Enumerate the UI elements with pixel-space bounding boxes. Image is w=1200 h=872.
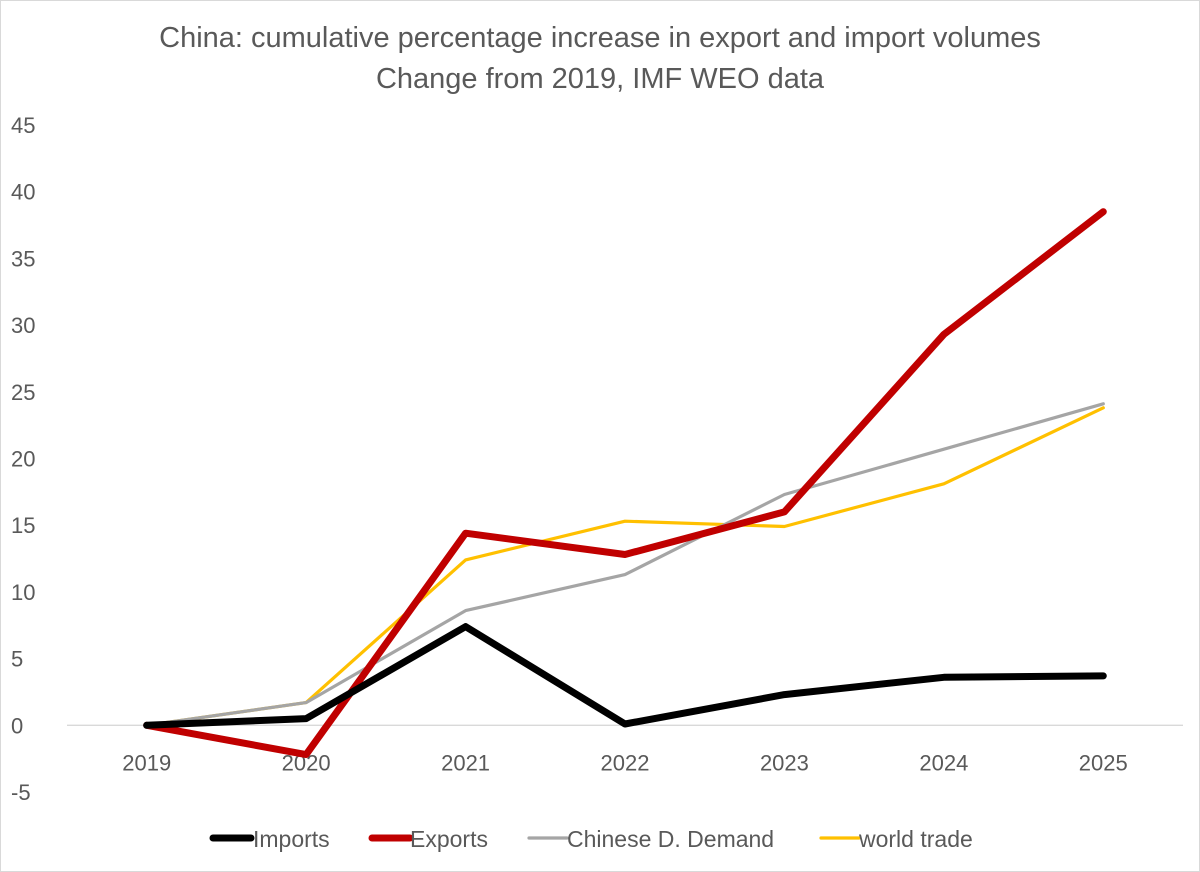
y-tick-label: 20 [11, 447, 35, 472]
y-tick-label: 25 [11, 380, 35, 405]
y-tick-label: 10 [11, 580, 35, 605]
x-tick-label: 2024 [919, 750, 968, 775]
y-tick-label: 15 [11, 513, 35, 538]
y-tick-label: 5 [11, 647, 23, 672]
y-tick-label: 35 [11, 246, 35, 271]
legend-label: Chinese D. Demand [567, 826, 774, 852]
series-line-exports [143, 208, 1107, 759]
legend-label: Exports [410, 826, 488, 852]
y-tick-label: 40 [11, 180, 35, 205]
y-tick-label: 45 [11, 113, 35, 138]
y-tick-label: 30 [11, 313, 35, 338]
chart-title: China: cumulative percentage increase in… [159, 22, 1041, 54]
legend-label: Imports [253, 826, 330, 852]
y-tick-label: -5 [11, 780, 31, 805]
x-tick-label: 2022 [601, 750, 650, 775]
series-lines [143, 208, 1107, 759]
x-tick-label: 2025 [1079, 750, 1128, 775]
x-tick-label: 2021 [441, 750, 490, 775]
x-tick-label: 2023 [760, 750, 809, 775]
chart-subtitle: Change from 2019, IMF WEO data [376, 63, 825, 95]
series-line-imports [143, 623, 1107, 729]
series-line-chinese-d-demand [145, 402, 1105, 727]
x-tick-label: 2019 [122, 750, 171, 775]
legend-label: world trade [858, 826, 973, 852]
legend: Imports Exports Chinese D. Demand world tra… [209, 826, 973, 852]
y-tick-label: 0 [11, 713, 23, 738]
